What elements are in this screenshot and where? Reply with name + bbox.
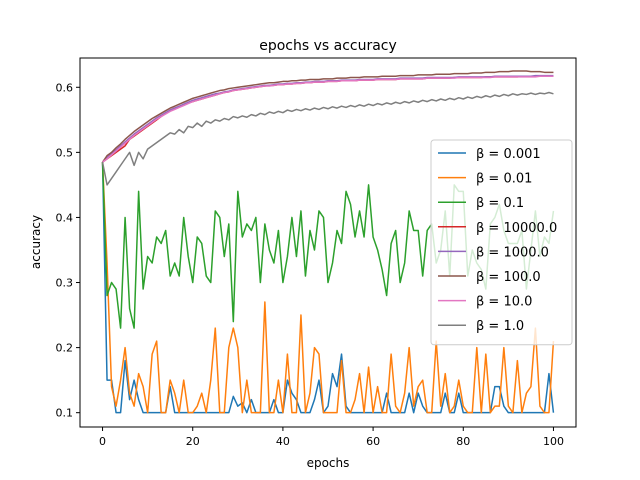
legend: β = 0.001 β = 0.01 β = 0.1 β = 10000.0 β = 1…: [430, 139, 573, 346]
legend-label: β = 0.01: [476, 172, 532, 187]
series-line-0: [101, 162, 555, 414]
plot-frame: [79, 57, 577, 428]
x-tick-label: 80: [456, 435, 470, 448]
y-tick-label: 0.6: [56, 81, 74, 94]
x-axis-label: epochs: [307, 456, 350, 470]
x-tick-label: 40: [276, 435, 290, 448]
y-tick-label: 0.2: [56, 342, 74, 355]
legend-label: β = 10000.0: [476, 221, 557, 236]
y-tick-label: 0.3: [56, 277, 74, 290]
y-axis: 0.1 0.2 0.3 0.4 0.5 0.6: [56, 81, 80, 420]
x-tick-label: 100: [543, 435, 564, 448]
x-tick-label: 60: [366, 435, 380, 448]
y-tick-label: 0.5: [56, 146, 74, 159]
series-layer: [101, 70, 555, 414]
legend-label: β = 10.0: [476, 295, 532, 310]
legend-label: β = 0.001: [476, 147, 541, 162]
series-line-6: [102, 75, 554, 163]
x-axis: 0 20 40 60 80 100: [99, 427, 564, 448]
legend-box: [430, 139, 573, 346]
chart-title: epochs vs accuracy: [259, 38, 397, 54]
y-tick-label: 0.1: [56, 407, 74, 420]
legend-label: β = 100.0: [476, 270, 541, 285]
series-line-7: [101, 91, 554, 186]
x-tick-label: 20: [186, 435, 200, 448]
series-line-1: [101, 162, 555, 414]
plot-area: [79, 57, 577, 428]
y-tick-label: 0.4: [56, 211, 74, 224]
x-tick-label: 0: [99, 435, 106, 448]
legend-label: β = 0.1: [476, 196, 524, 211]
y-axis-label: accuracy: [29, 215, 43, 269]
legend-label: β = 1000.0: [476, 245, 549, 260]
legend-label: β = 1.0: [476, 319, 524, 334]
series-line-5: [101, 70, 554, 163]
